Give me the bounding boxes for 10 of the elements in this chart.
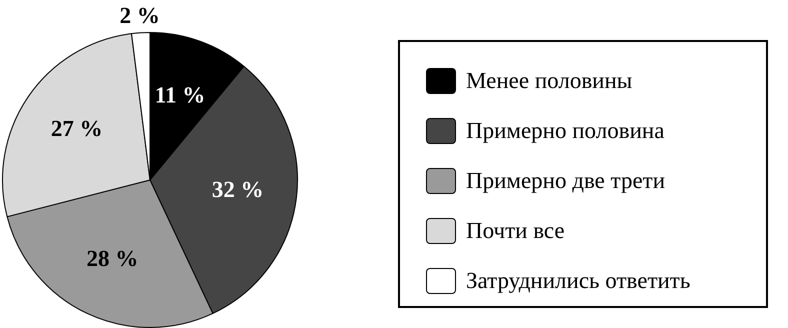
data-label: 2 % [120,2,160,28]
legend-label: Примерно две трети [466,168,666,194]
data-label: 28 % [86,246,138,272]
data-label: 32 % [212,177,264,202]
legend-label: Примерно половина [466,118,664,144]
legend-label: Менее половины [466,68,632,94]
legend-label: Затруднились ответить [466,268,690,294]
data-label: 27 % [50,116,103,142]
data-label: 11 % [154,82,206,108]
legend-label: Почти все [466,218,565,244]
